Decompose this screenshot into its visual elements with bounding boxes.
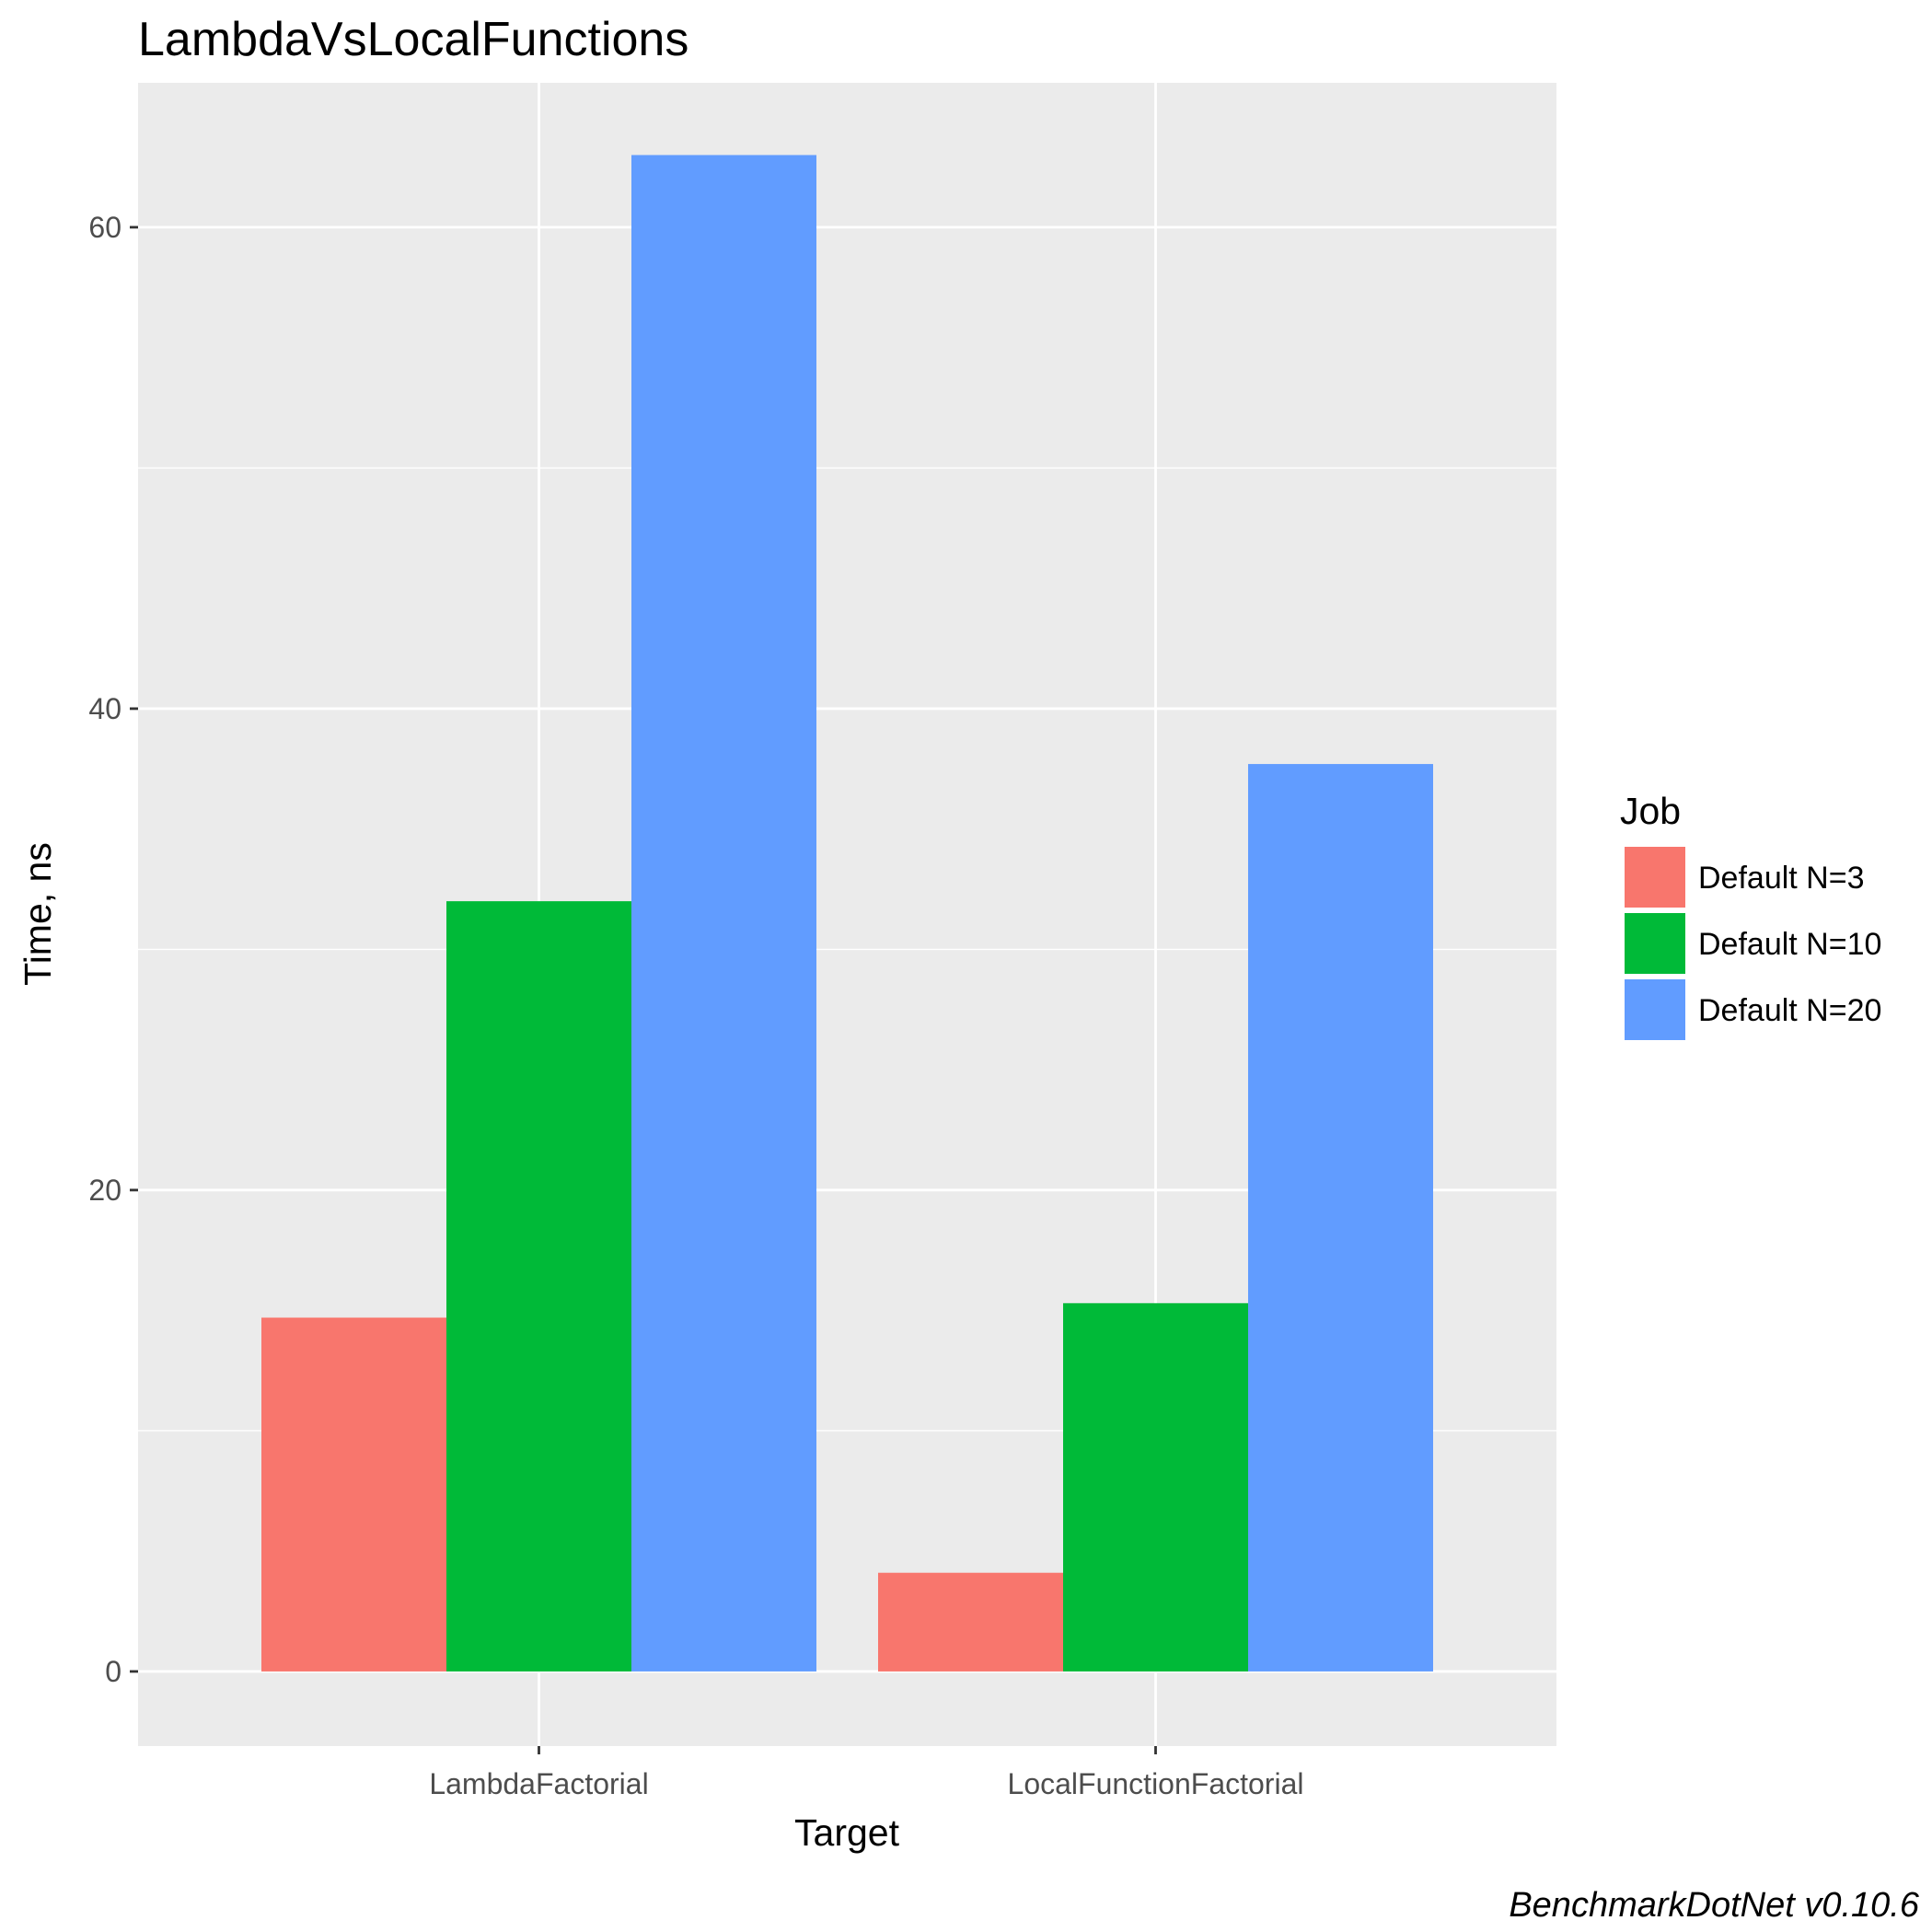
y-tick-label: 40: [88, 692, 121, 725]
legend: Job Default N=3 Default N=10 Default N=20: [1620, 790, 1881, 1040]
bar: [446, 901, 631, 1672]
legend-title: Job: [1620, 790, 1681, 832]
legend-label: Default N=10: [1698, 927, 1881, 962]
y-tick-label: 20: [88, 1174, 121, 1207]
chart-title: LambdaVsLocalFunctions: [138, 13, 688, 66]
caption: BenchmarkDotNet v0.10.6: [1509, 1886, 1920, 1925]
bar: [878, 1572, 1063, 1672]
y-tick-label: 0: [105, 1655, 121, 1688]
bar: [631, 155, 816, 1672]
axes: 0 20 40 60 LambdaFactorial LocalFunctionFacto…: [88, 211, 1303, 1800]
x-tick-label: LambdaFactorial: [429, 1767, 648, 1800]
legend-key: [1625, 913, 1685, 974]
y-axis-title: Time, ns: [17, 842, 59, 986]
bars: [261, 155, 1433, 1672]
y-tick-label: 60: [88, 211, 121, 244]
bar: [1248, 764, 1433, 1672]
legend-label: Default N=20: [1698, 993, 1881, 1028]
x-tick-label: LocalFunctionFactorial: [1008, 1767, 1304, 1800]
legend-items: Default N=3 Default N=10 Default N=20: [1625, 847, 1881, 1040]
legend-key: [1625, 847, 1685, 908]
legend-key: [1625, 979, 1685, 1040]
bar: [1063, 1302, 1248, 1672]
bar: [261, 1317, 446, 1672]
legend-label: Default N=3: [1698, 861, 1865, 896]
x-axis-title: Target: [794, 1811, 900, 1854]
